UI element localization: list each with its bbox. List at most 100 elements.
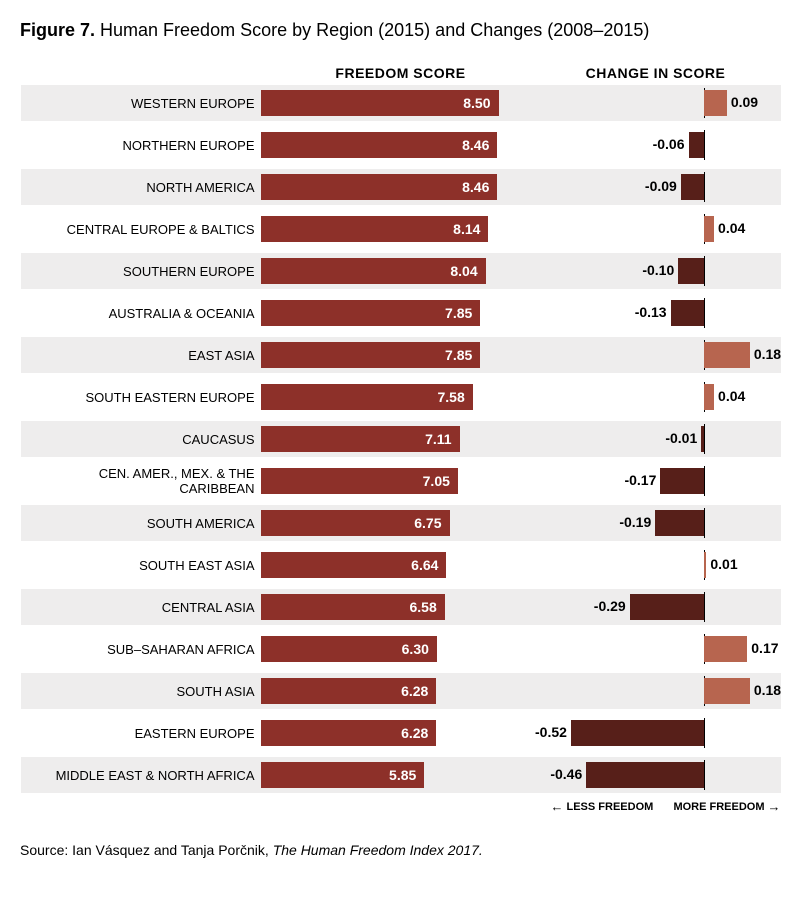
score-bar: 6.64 bbox=[261, 552, 447, 578]
figure-number: Figure 7. bbox=[20, 20, 95, 40]
change-axis bbox=[704, 424, 705, 454]
data-row: SOUTHERN EUROPE8.04 -0.10 bbox=[21, 253, 781, 289]
score-cell: 6.28 bbox=[261, 720, 541, 746]
score-cell: 6.28 bbox=[261, 678, 541, 704]
region-label: SOUTHERN EUROPE bbox=[21, 264, 261, 279]
change-cell: -0.06 bbox=[551, 132, 781, 158]
score-bar: 8.04 bbox=[261, 258, 486, 284]
region-label: SUB–SAHARAN AFRICA bbox=[21, 642, 261, 657]
region-label: NORTHERN EUROPE bbox=[21, 138, 261, 153]
legend-less: ← LESS FREEDOM bbox=[551, 799, 654, 814]
change-bar bbox=[704, 90, 727, 116]
region-label: SOUTH EAST ASIA bbox=[21, 558, 261, 573]
score-cell: 8.04 bbox=[261, 258, 541, 284]
change-value: -0.46 bbox=[550, 766, 582, 782]
change-bar bbox=[704, 552, 707, 578]
score-bar: 8.14 bbox=[261, 216, 489, 242]
score-cell: 7.85 bbox=[261, 300, 541, 326]
data-row: NORTH AMERICA8.46-0.09 bbox=[21, 169, 781, 205]
change-cell: 0.09 bbox=[551, 90, 781, 116]
change-axis bbox=[704, 466, 705, 496]
data-row: SOUTH EAST ASIA6.64 0.01 bbox=[21, 547, 781, 583]
change-axis bbox=[704, 256, 705, 286]
score-bar: 7.11 bbox=[261, 426, 460, 452]
data-row: SOUTH AMERICA6.75 -0.19 bbox=[21, 505, 781, 541]
score-bar: 8.46 bbox=[261, 132, 498, 158]
change-value: -0.10 bbox=[642, 262, 674, 278]
score-bar: 6.28 bbox=[261, 720, 437, 746]
change-cell: -0.13 bbox=[551, 300, 781, 326]
change-value: -0.29 bbox=[594, 598, 626, 614]
data-row: WESTERN EUROPE8.50 0.09 bbox=[21, 85, 781, 121]
region-label: AUSTRALIA & OCEANIA bbox=[21, 306, 261, 321]
change-axis bbox=[704, 760, 705, 790]
change-value: 0.04 bbox=[718, 220, 745, 236]
change-bar bbox=[704, 216, 714, 242]
header-change: CHANGE IN SCORE bbox=[541, 65, 771, 81]
score-cell: 7.85 bbox=[261, 342, 541, 368]
legend-more: MORE FREEDOM → bbox=[673, 799, 780, 814]
change-bar bbox=[571, 720, 704, 746]
score-cell: 6.75 bbox=[261, 510, 541, 536]
change-value: 0.17 bbox=[751, 640, 778, 656]
region-label: SOUTH AMERICA bbox=[21, 516, 261, 531]
change-cell: 0.17 bbox=[551, 636, 781, 662]
change-cell: 0.04 bbox=[551, 384, 781, 410]
change-value: 0.01 bbox=[710, 556, 737, 572]
data-row: AUSTRALIA & OCEANIA7.85 -0.13 bbox=[21, 295, 781, 331]
change-cell: -0.10 bbox=[551, 258, 781, 284]
change-bar bbox=[704, 384, 714, 410]
region-label: WESTERN EUROPE bbox=[21, 96, 261, 111]
change-cell: -0.09 bbox=[551, 174, 781, 200]
arrow-left-icon: ← bbox=[551, 799, 564, 814]
change-axis bbox=[704, 718, 705, 748]
source-footer: Source: Ian Vásquez and Tanja Porčnik, T… bbox=[20, 842, 781, 858]
legend: ← LESS FREEDOM MORE FREEDOM → bbox=[21, 799, 781, 814]
column-headers: FREEDOM SCORE CHANGE IN SCORE bbox=[21, 65, 781, 81]
score-cell: 7.05 bbox=[261, 468, 541, 494]
region-label: CAUCASUS bbox=[21, 432, 261, 447]
data-row: SOUTH ASIA6.280.18 bbox=[21, 673, 781, 709]
score-bar: 6.75 bbox=[261, 510, 450, 536]
change-axis bbox=[704, 592, 705, 622]
change-cell: 0.18 bbox=[551, 342, 781, 368]
change-axis bbox=[704, 298, 705, 328]
score-bar: 8.50 bbox=[261, 90, 499, 116]
change-bar bbox=[630, 594, 704, 620]
region-label: CENTRAL ASIA bbox=[21, 600, 261, 615]
change-value: -0.17 bbox=[624, 472, 656, 488]
change-axis bbox=[704, 508, 705, 538]
score-cell: 8.46 bbox=[261, 174, 541, 200]
change-bar bbox=[586, 762, 704, 788]
score-cell: 7.58 bbox=[261, 384, 541, 410]
change-value: 0.04 bbox=[718, 388, 745, 404]
change-cell: -0.01 bbox=[551, 426, 781, 452]
score-cell: 6.30 bbox=[261, 636, 541, 662]
score-cell: 7.11 bbox=[261, 426, 541, 452]
figure-title-text: Human Freedom Score by Region (2015) and… bbox=[95, 20, 649, 40]
score-cell: 8.50 bbox=[261, 90, 541, 116]
change-value: -0.09 bbox=[645, 178, 677, 194]
data-row: MIDDLE EAST & NORTH AFRICA5.85-0.46 bbox=[21, 757, 781, 793]
source-prefix: Source: Ian Vásquez and Tanja Porčnik, bbox=[20, 842, 273, 858]
score-cell: 6.64 bbox=[261, 552, 541, 578]
region-label: EAST ASIA bbox=[21, 348, 261, 363]
data-row: CENTRAL EUROPE & BALTICS8.140.04 bbox=[21, 211, 781, 247]
score-bar: 7.85 bbox=[261, 342, 481, 368]
change-axis bbox=[704, 130, 705, 160]
change-value: -0.19 bbox=[619, 514, 651, 530]
change-bar bbox=[671, 300, 704, 326]
source-title: The Human Freedom Index 2017. bbox=[273, 842, 483, 858]
change-bar bbox=[681, 174, 704, 200]
region-label: CEN. AMER., MEX. & THE CARIBBEAN bbox=[21, 466, 261, 496]
data-row: CEN. AMER., MEX. & THE CARIBBEAN7.05 -0.1… bbox=[21, 463, 781, 499]
score-bar: 8.46 bbox=[261, 174, 498, 200]
data-row: CENTRAL ASIA6.58 -0.29 bbox=[21, 589, 781, 625]
change-bar bbox=[655, 510, 704, 536]
change-cell: -0.52 bbox=[551, 720, 781, 746]
change-cell: -0.19 bbox=[551, 510, 781, 536]
data-row: EASTERN EUROPE6.28-0.52 bbox=[21, 715, 781, 751]
score-bar: 5.85 bbox=[261, 762, 425, 788]
score-bar: 6.58 bbox=[261, 594, 445, 620]
data-row: CAUCASUS7.11 -0.01 bbox=[21, 421, 781, 457]
